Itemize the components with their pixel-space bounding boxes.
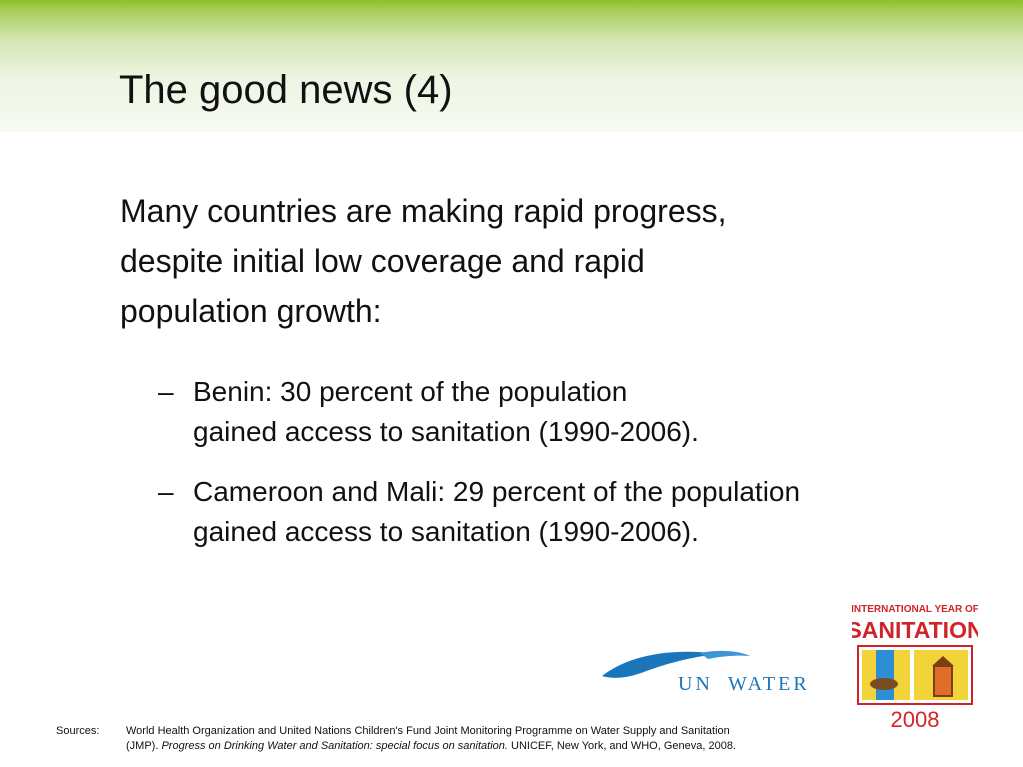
intro-paragraph: Many countries are making rapid progress… (120, 186, 920, 336)
sources-line2-title: Progress on Drinking Water and Sanitatio… (161, 740, 508, 752)
hands-icon (870, 678, 898, 690)
iys-line1: INTERNATIONAL YEAR OF (852, 604, 978, 615)
sources-line1: World Health Organization and United Nat… (126, 725, 730, 737)
intro-line: population growth: (120, 293, 382, 329)
iys-line2: SANITATION (852, 617, 978, 643)
bullet-line: gained access to sanitation (1990-2006). (193, 516, 699, 547)
wave-swoosh-icon (602, 651, 718, 678)
sources-label: Sources: (56, 725, 100, 737)
bullet-cameroon-mali: – Cameroon and Mali: 29 percent of the p… (158, 472, 958, 552)
international-year-of-sanitation-logo: INTERNATIONAL YEAR OF SANITATION 2008 (852, 604, 978, 732)
bullet-list: – Benin: 30 percent of the population ga… (158, 372, 958, 572)
water-text: WATER (728, 673, 810, 695)
bullet-dash: – (158, 476, 174, 507)
sources-citation: Sources: World Health Organization and U… (56, 724, 856, 754)
bullet-line: Cameroon and Mali: 29 percent of the pop… (193, 476, 801, 507)
bullet-benin: – Benin: 30 percent of the population ga… (158, 372, 958, 452)
un-water-logo: UN WATER (602, 650, 810, 695)
latrine-icon (933, 665, 953, 697)
slide-title: The good news (4) (119, 68, 453, 112)
bullet-dash: – (158, 376, 174, 407)
iys-year: 2008 (891, 707, 940, 732)
header-band (0, 0, 1023, 132)
sources-line2-suffix: UNICEF, New York, and WHO, Geneva, 2008. (507, 740, 736, 752)
water-icon (876, 650, 894, 700)
bullet-line: gained access to sanitation (1990-2006). (193, 416, 699, 447)
sources-text: World Health Organization and United Nat… (126, 724, 856, 754)
intro-line: despite initial low coverage and rapid (120, 243, 645, 279)
sources-line2-prefix: (JMP). (126, 740, 162, 752)
bullet-line: Benin: 30 percent of the population (193, 376, 628, 407)
un-text: UN (678, 673, 713, 695)
intro-line: Many countries are making rapid progress… (120, 193, 727, 229)
